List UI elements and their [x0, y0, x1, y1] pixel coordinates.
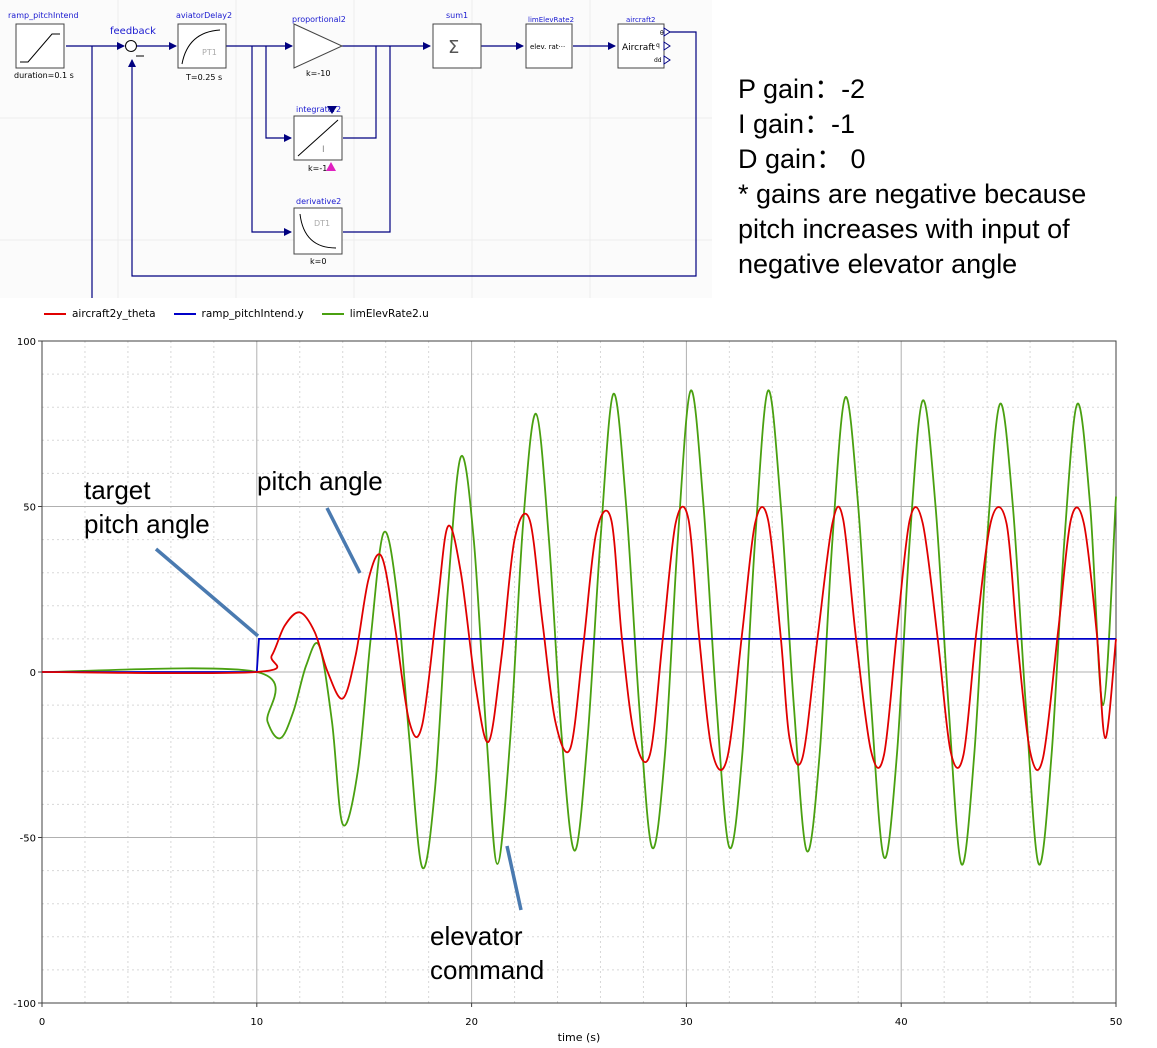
x-tick-label: 10 — [250, 1017, 263, 1028]
note-line-1: * gains are negative because — [738, 179, 1087, 209]
p-gain-text: P gain：-2 — [738, 74, 866, 104]
annotation-pointer-pitch — [325, 507, 362, 574]
aircraft-port-dd: dd — [654, 57, 662, 64]
annotation-elevator-1: elevator — [430, 921, 523, 951]
y-tick-label: 100 — [17, 337, 36, 348]
x-axis-label: time (s) — [558, 1031, 601, 1044]
integrator-block[interactable]: integrator2 I k=-1 — [293, 105, 343, 173]
i-gain-text: I gain：-1 — [738, 109, 856, 139]
aircraft-port-q: q — [656, 42, 660, 49]
delay-block[interactable]: aviatorDelay2 PT1 T=0.25 s — [176, 11, 232, 82]
proportional-block[interactable]: proportional2 k=-10 — [292, 15, 346, 78]
sum-title: sum1 — [446, 11, 468, 20]
x-tick-label: 30 — [680, 1017, 693, 1028]
x-tick-label: 0 — [39, 1017, 45, 1028]
legend-label: ramp_pitchIntend.y — [201, 308, 304, 320]
feedback-block[interactable]: feedback — [110, 26, 156, 57]
aircraft-title: aircraft2 — [626, 16, 656, 24]
legend-swatch — [44, 313, 66, 315]
ramp-title: ramp_pitchIntend — [8, 11, 79, 20]
y-tick-label: -100 — [13, 999, 36, 1010]
y-tick-label: 0 — [30, 668, 36, 679]
integ-inner: I — [322, 145, 325, 155]
aircraft-block[interactable]: aircraft2 Aircraft q θ dd — [617, 16, 671, 69]
annotation-target-1: target — [84, 475, 151, 505]
feedback-title: feedback — [110, 26, 156, 37]
annotation-elevator-2: command — [430, 955, 545, 985]
series-line-limelevrate2-u — [41, 389, 1117, 870]
d-gain-text: D gain： 0 — [738, 144, 866, 174]
lim-inner: elev. rat··· — [530, 43, 565, 51]
note-line-3: negative elevator angle — [738, 249, 1018, 279]
x-tick-label: 50 — [1110, 1017, 1123, 1028]
integ-param: k=-1 — [308, 164, 327, 173]
legend-swatch — [321, 313, 344, 315]
deriv-param: k=0 — [310, 257, 326, 266]
annotation-pointer-elevator — [505, 845, 523, 911]
legend-label: aircraft2y_theta — [72, 308, 156, 320]
aircraft-inner: Aircraft — [622, 43, 655, 53]
legend-label: limElevRate2.u — [349, 308, 429, 320]
x-tick-label: 20 — [465, 1017, 478, 1028]
legend-item: limElevRate2.u — [321, 305, 429, 323]
delay-inner: PT1 — [202, 48, 217, 57]
legend-item: aircraft2y_theta — [44, 305, 156, 323]
deriv-title: derivative2 — [296, 197, 341, 206]
aircraft-port-theta: θ — [660, 30, 664, 37]
annotation-target-2: pitch angle — [84, 509, 210, 539]
series-line-aircraft2y-theta — [41, 505, 1117, 771]
limiter-block[interactable]: limElevRate2 elev. rat··· — [525, 16, 574, 69]
legend-swatch — [173, 313, 196, 315]
gain-notes: P gain：-2 I gain：-1 D gain： 0 * gains ar… — [738, 72, 1148, 282]
chart-legend: aircraft2y_theta ramp_pitchIntend.y limEle… — [44, 305, 429, 323]
line-chart: 0 10 20 30 40 50 -100 -50 0 50 100 time (s) — [13, 337, 1123, 1044]
delay-title: aviatorDelay2 — [176, 11, 232, 20]
legend-item: ramp_pitchIntend.y — [173, 305, 304, 323]
block-diagram: ramp_pitchIntend duration=0.1 s feedback… — [0, 0, 712, 298]
derivative-block[interactable]: derivative2 DT1 k=0 — [293, 197, 343, 266]
series-line-ramp-pitchintend-y — [42, 638, 1116, 673]
prop-param: k=-10 — [306, 69, 330, 78]
delay-param: T=0.25 s — [185, 73, 222, 82]
note-line-2: pitch increases with input of — [738, 214, 1070, 244]
ramp-param: duration=0.1 s — [14, 71, 74, 80]
sum-block[interactable]: sum1 Σ — [432, 11, 482, 69]
integ-title: integrator2 — [296, 105, 341, 114]
ramp-block[interactable]: ramp_pitchIntend duration=0.1 s — [8, 11, 79, 80]
y-tick-label: 50 — [23, 503, 36, 514]
prop-title: proportional2 — [292, 15, 346, 24]
y-tick-label: -50 — [20, 834, 36, 845]
sum-inner: Σ — [448, 37, 459, 58]
deriv-inner: DT1 — [314, 219, 330, 228]
annotation-pointer-target — [154, 547, 260, 638]
x-tick-label: 40 — [895, 1017, 908, 1028]
annotation-pitch: pitch angle — [257, 466, 383, 496]
lim-title: limElevRate2 — [528, 16, 574, 24]
